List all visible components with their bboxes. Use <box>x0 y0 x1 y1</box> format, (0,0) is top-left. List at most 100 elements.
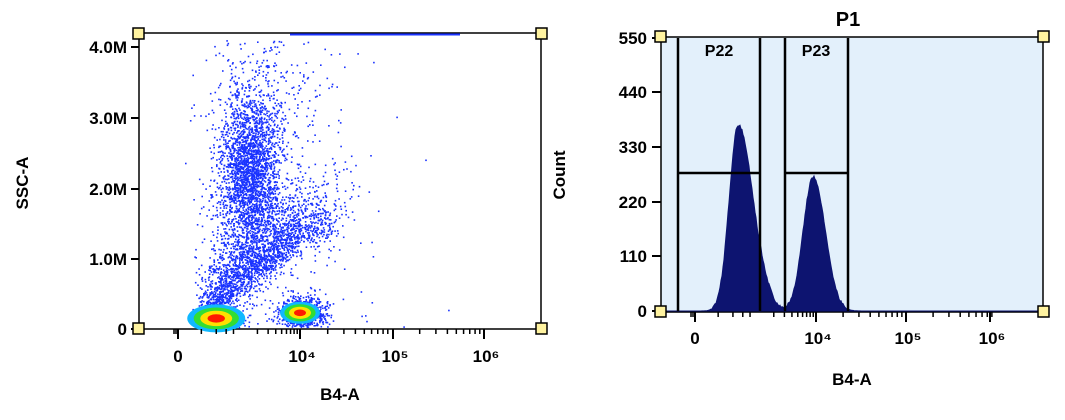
scatter-point <box>247 168 250 171</box>
scatter-point <box>310 215 313 218</box>
scatter-point <box>245 194 248 197</box>
scatter-point <box>259 107 262 109</box>
scatter-point <box>267 150 270 153</box>
scatter-point <box>306 237 309 240</box>
scatter-point <box>283 232 285 234</box>
scatter-point <box>274 246 277 248</box>
scatter-point <box>357 195 360 197</box>
scatter-point <box>254 165 257 167</box>
scatter-point <box>277 213 280 215</box>
scatter-point <box>241 252 244 255</box>
scatter-point <box>233 269 236 272</box>
scatter-point <box>247 201 250 203</box>
scatter-point <box>257 167 259 170</box>
scatter-point <box>246 242 248 244</box>
scatter-point <box>235 109 238 111</box>
scatter-point <box>252 206 255 209</box>
scatter-point <box>322 207 324 210</box>
scatter-point <box>224 101 227 104</box>
scatter-point <box>249 244 251 247</box>
scatter-point <box>251 205 253 207</box>
scatter-point <box>241 242 243 244</box>
scatter-point <box>342 236 345 239</box>
scatter-point <box>425 159 427 162</box>
scatter-point <box>225 231 228 234</box>
scatter-point <box>272 246 275 248</box>
scatter-point <box>304 207 307 209</box>
scatter-point <box>294 211 296 214</box>
scatter-point <box>274 260 277 263</box>
scatter-point <box>260 128 262 130</box>
scatter-point <box>248 194 250 196</box>
scatter-point <box>250 225 253 228</box>
scatter-point <box>281 209 283 212</box>
scatter-point <box>303 76 305 78</box>
scatter-point <box>201 300 203 302</box>
scatter-point <box>270 233 272 235</box>
scatter-point <box>357 53 359 55</box>
scatter-point <box>226 196 229 199</box>
scatter-point <box>226 269 228 272</box>
scatter-point <box>236 255 239 258</box>
scatter-point <box>272 223 274 226</box>
scatter-point <box>244 275 247 277</box>
scatter-point <box>274 190 276 193</box>
scatter-point <box>250 265 253 267</box>
scatter-point <box>265 204 267 207</box>
scatter-point <box>266 258 268 261</box>
scatter-point <box>297 200 299 203</box>
scatter-point <box>289 198 291 200</box>
scatter-point <box>251 241 253 243</box>
scatter-point <box>286 239 288 242</box>
scatter-point <box>257 165 260 168</box>
scatter-point <box>231 138 234 140</box>
scatter-point <box>238 169 240 172</box>
scatter-point <box>229 91 232 94</box>
scatter-point <box>281 246 284 249</box>
scatter-point <box>228 282 231 285</box>
scatter-point <box>254 240 256 242</box>
scatter-point <box>248 274 250 277</box>
scatter-point <box>222 130 224 133</box>
scatter-point <box>248 290 251 292</box>
scatter-point <box>236 152 238 154</box>
scatter-point <box>195 248 197 251</box>
scatter-point <box>242 151 245 153</box>
scatter-point <box>256 296 258 299</box>
scatter-point <box>276 259 278 262</box>
scatter-point <box>239 146 241 149</box>
scatter-point <box>267 287 269 290</box>
scatter-point <box>239 234 241 237</box>
scatter-point <box>249 303 251 305</box>
scatter-point <box>308 166 310 169</box>
scatter-point <box>245 193 247 195</box>
scatter-point <box>244 171 246 173</box>
scatter-point <box>280 242 282 244</box>
scatter-point <box>253 144 255 147</box>
scatter-point <box>246 176 249 179</box>
scatter-point <box>229 188 232 190</box>
scatter-point <box>247 136 249 138</box>
scatter-point <box>295 235 298 238</box>
scatter-point <box>324 210 326 212</box>
scatter-point <box>244 139 247 142</box>
scatter-point <box>271 204 274 207</box>
scatter-point <box>286 145 288 148</box>
scatter-point <box>229 295 231 297</box>
scatter-point <box>251 262 253 265</box>
scatter-point <box>263 249 265 252</box>
scatter-point <box>237 141 239 143</box>
scatter-point <box>241 146 243 148</box>
scatter-point <box>252 145 254 147</box>
scatter-point <box>250 128 253 131</box>
scatter-point <box>255 142 258 145</box>
scatter-point <box>245 265 247 267</box>
scatter-point <box>242 201 244 204</box>
scatter-point <box>226 267 229 270</box>
scatter-point <box>329 212 332 215</box>
scatter-point <box>247 225 249 227</box>
scatter-point <box>251 116 254 119</box>
scatter-point <box>260 130 263 133</box>
scatter-point <box>253 187 255 190</box>
scatter-point <box>242 212 245 214</box>
